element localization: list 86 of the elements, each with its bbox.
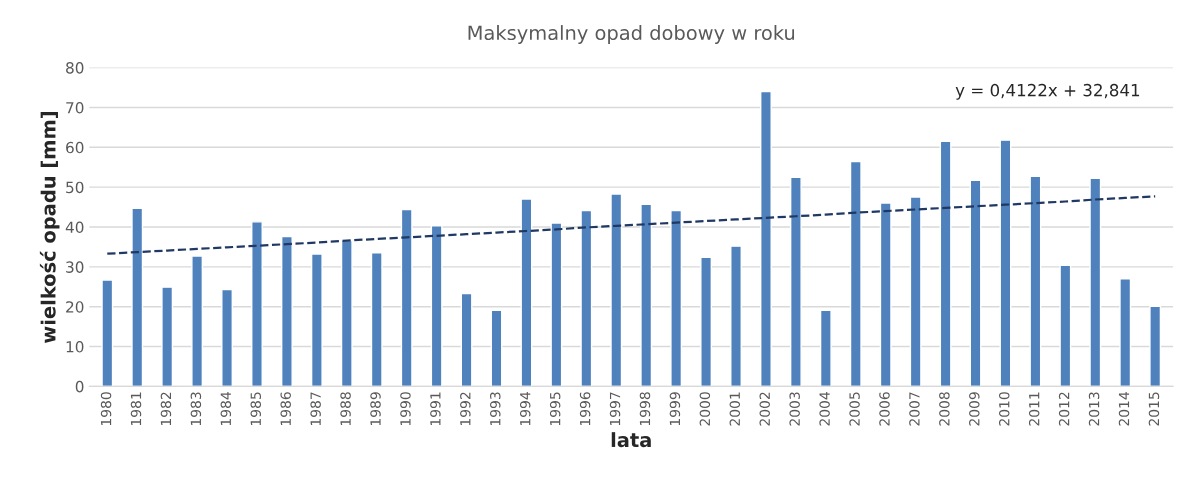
bar (760, 90, 772, 387)
bar (221, 288, 233, 387)
bar (909, 196, 922, 387)
bar (310, 253, 323, 387)
bar (1119, 278, 1132, 387)
y-tick-label: 50 (66, 181, 84, 194)
bar (191, 255, 204, 387)
bar (849, 160, 862, 387)
bar (340, 239, 353, 387)
bar (161, 286, 174, 387)
bar (1059, 264, 1072, 387)
bar (730, 245, 742, 387)
bar (131, 207, 144, 387)
bar (1029, 175, 1042, 387)
y-tick-label: 10 (66, 341, 84, 353)
x-tick-label: 2001 (729, 392, 741, 426)
x-tick-label: 2011 (1028, 392, 1040, 426)
bar (610, 193, 623, 387)
x-tick-label: 1989 (370, 392, 381, 426)
x-tick-label: 1986 (280, 392, 291, 426)
x-tick-label: 1985 (250, 392, 262, 426)
annotation: y = 0,4122x + 32,841 (955, 83, 1140, 100)
bar (819, 309, 832, 387)
bar (580, 209, 593, 387)
x-tick-label: 2014 (1118, 392, 1130, 426)
x-tick-label: 1991 (430, 392, 441, 426)
x-tick-label: 1998 (639, 392, 651, 426)
x-tick-label: 1994 (519, 392, 531, 426)
bar (370, 252, 383, 387)
bar (460, 292, 473, 387)
x-tick-label: 1987 (310, 392, 321, 426)
x-tick-label: 1990 (400, 392, 411, 426)
bar (1089, 177, 1102, 387)
x-tick-label: 1982 (160, 392, 172, 426)
x-tick-label: 2008 (939, 392, 950, 426)
bar (490, 309, 503, 387)
y-tick-label: 20 (66, 301, 84, 313)
bar (101, 279, 114, 387)
y-tick-label: 70 (66, 101, 84, 114)
bar (251, 221, 263, 387)
x-tick-label: 1995 (549, 392, 561, 426)
x-tick-label: 2002 (759, 392, 770, 426)
x-tick-label: 1988 (340, 392, 351, 426)
x-tick-label: 1993 (490, 392, 501, 426)
bar (430, 225, 443, 387)
x-tick-label: 2013 (1088, 392, 1100, 426)
bar (520, 198, 533, 387)
x-tick-label: 2006 (879, 392, 890, 426)
bar (789, 176, 802, 387)
bar (999, 139, 1012, 387)
line-series (106, 195, 1157, 255)
bar (939, 140, 952, 387)
x-tick-label: 1999 (669, 392, 681, 426)
bar (700, 256, 713, 387)
x-axis-title: lata (611, 432, 651, 448)
bar (1149, 305, 1162, 387)
y-tick-label: 80 (66, 62, 84, 74)
bar (640, 203, 653, 387)
bar (670, 209, 683, 387)
x-tick-label: 2012 (1058, 392, 1070, 426)
x-tick-label: 1980 (100, 392, 112, 426)
x-tick-label: 1984 (220, 392, 232, 426)
x-tick-label: 1997 (609, 392, 621, 426)
bar (400, 208, 413, 387)
y-tick-label: 40 (65, 221, 84, 234)
y-tick-label: 30 (66, 261, 84, 273)
y-axis-title: wielkość opadu [mm] (39, 112, 60, 344)
x-tick-label: 2005 (849, 392, 860, 426)
x-tick-label: 1992 (460, 392, 471, 426)
x-tick-label: 1981 (130, 392, 142, 426)
bar (280, 235, 293, 387)
x-tick-label: 2009 (969, 392, 980, 426)
bar (879, 202, 892, 387)
y-tick-label: 60 (66, 141, 84, 154)
x-tick-label: 2000 (699, 392, 711, 426)
x-tick-label: 1983 (190, 392, 202, 426)
x-tick-label: 2015 (1148, 392, 1160, 426)
x-tick-label: 2010 (999, 392, 1010, 426)
bar (969, 179, 982, 387)
x-tick-label: 2003 (789, 392, 800, 426)
y-tick-label: 0 (75, 380, 84, 393)
bar (550, 222, 563, 387)
x-tick-label: 2004 (819, 392, 830, 426)
x-tick-label: 1996 (579, 392, 591, 426)
chart-title: Maksymalny opad dobowy w roku (468, 25, 795, 44)
x-tick-label: 2007 (909, 392, 920, 426)
